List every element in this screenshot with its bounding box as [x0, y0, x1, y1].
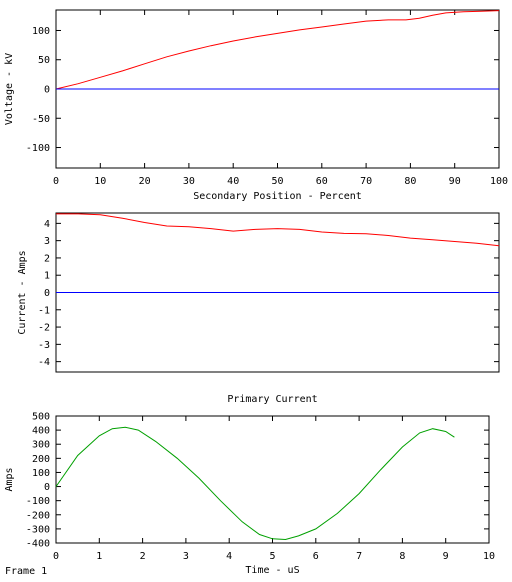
- frame-label: Frame 1: [5, 566, 47, 577]
- x-tick-label: 80: [404, 176, 416, 187]
- plot-frame: [55, 415, 490, 544]
- x-tick-label: 100: [490, 176, 508, 187]
- current-chart: -4 -3 -2 -1 0 1 2 3 4 Current - Amps: [17, 212, 500, 373]
- x-tick-label: 6: [313, 551, 319, 562]
- y-tick-label: -100: [26, 496, 50, 507]
- y-tick-label: 400: [32, 426, 50, 437]
- x-axis-label: Time - uS: [245, 565, 299, 576]
- y-axis-label: Current - Amps: [17, 250, 28, 334]
- voltage-chart: -100 -50 0 50 100 0 10 20 30 40 50 60 70 80 90 100 Secon…: [4, 9, 508, 202]
- y-tick-label: 50: [38, 55, 50, 66]
- x-tick-label: 5: [269, 551, 275, 562]
- y-tick-label: -400: [26, 539, 50, 550]
- x-tick-label: 50: [271, 176, 283, 187]
- x-tick-label: 3: [183, 551, 189, 562]
- x-tick-label: 30: [183, 176, 195, 187]
- y-tick-label: 4: [44, 219, 50, 230]
- x-tick-label: 70: [360, 176, 372, 187]
- y-tick-label: -2: [38, 323, 50, 334]
- y-tick-label: 200: [32, 454, 50, 465]
- x-tick-label: 9: [443, 551, 449, 562]
- x-tick-label: 10: [483, 551, 495, 562]
- y-tick-label: 0: [44, 288, 50, 299]
- y-axis-label: Amps: [4, 467, 15, 491]
- y-tick-label: 0: [44, 85, 50, 96]
- x-tick-label: 8: [399, 551, 405, 562]
- y-tick-label: -200: [26, 510, 50, 521]
- x-tick-label: 4: [226, 551, 232, 562]
- series-line: [56, 213, 500, 247]
- y-tick-label: 100: [32, 468, 50, 479]
- y-tick-label: 2: [44, 253, 50, 264]
- y-tick-label: 100: [32, 26, 50, 37]
- x-tick-label: 1: [96, 551, 102, 562]
- primary-current-chart: -400 -300 -200 -100 0 100 200 300 400 500 0 1 2 3 4 5 6 7…: [4, 394, 495, 576]
- x-tick-label: 2: [140, 551, 146, 562]
- y-tick-label: -3: [38, 340, 50, 351]
- x-tick-label: 0: [53, 551, 59, 562]
- y-tick-label: 300: [32, 440, 50, 451]
- y-axis-label: Voltage - kV: [4, 53, 15, 125]
- y-tick-label: -300: [26, 524, 50, 535]
- x-tick-label: 0: [53, 176, 59, 187]
- x-axis-label: Secondary Position - Percent: [193, 191, 362, 202]
- series-line: [55, 426, 455, 541]
- y-tick-label: -1: [38, 305, 50, 316]
- y-tick-label: 0: [44, 482, 50, 493]
- x-tick-label: 20: [139, 176, 151, 187]
- y-tick-label: -50: [32, 114, 50, 125]
- x-tick-label: 10: [94, 176, 106, 187]
- x-tick-label: 60: [316, 176, 328, 187]
- x-tick-label: 90: [449, 176, 461, 187]
- y-tick-label: 500: [32, 412, 50, 423]
- chart-title: Primary Current: [227, 394, 317, 405]
- x-tick-label: 7: [356, 551, 362, 562]
- series-line: [55, 10, 500, 90]
- y-tick-label: 3: [44, 236, 50, 247]
- y-tick-label: -4: [38, 357, 50, 368]
- y-tick-label: 1: [44, 271, 50, 282]
- x-tick-label: 40: [227, 176, 239, 187]
- y-tick-label: -100: [26, 143, 50, 154]
